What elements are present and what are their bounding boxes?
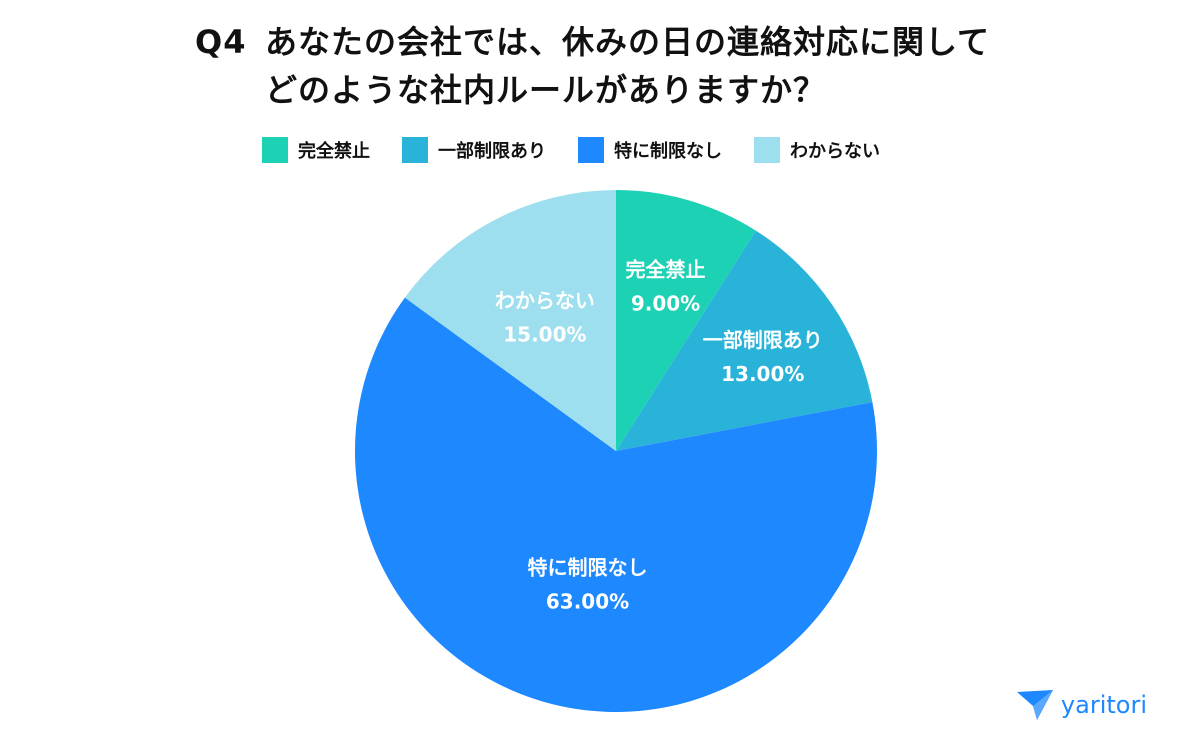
legend-item-wakaranai: わからない [754,137,880,163]
logo-text: yaritori [1060,691,1147,719]
legend-swatch [578,137,604,163]
chart-legend: 完全禁止 一部制限あり 特に制限なし わからない [262,137,912,163]
slice-value-label: 9.00% [631,292,700,316]
title-text-line-2: どのような社内ルールがありますか？ [265,71,827,109]
slice-value-label: 63.00% [546,589,629,613]
legend-swatch [402,137,428,163]
slice-category-label: 完全禁止 [626,258,706,282]
yaritori-logo-icon [1016,690,1053,720]
chart-title: Q4 あなたの会社では、休みの日の連絡対応に関して どのような社内ルールがあります… [195,18,990,114]
legend-item-ichibu-seigen: 一部制限あり [402,137,546,163]
legend-swatch [754,137,780,163]
yaritori-logo: yaritori [1015,688,1147,722]
title-text-line-1: あなたの会社では、休みの日の連絡対応に関して [265,23,991,61]
legend-label: 特に制限なし [614,141,722,162]
pie-slice-ichibu-seigen [616,230,873,451]
slice-value-label: 15.00% [503,322,586,346]
legend-item-tokuni-seigen-nashi: 特に制限なし [578,137,722,163]
slice-category-label: 一部制限あり [703,328,823,352]
question-number: Q4 [195,23,247,61]
slice-category-label: わからない [495,288,595,312]
legend-label: 完全禁止 [298,141,370,162]
pie-slice-kanzen-kinshi [616,190,756,451]
pie-slice-tokuni-seigen-nashi [355,297,877,712]
legend-item-kanzen-kinshi: 完全禁止 [262,137,370,163]
legend-swatch [262,137,288,163]
slice-value-label: 13.00% [721,362,804,386]
legend-label: わからない [790,141,880,162]
pie-slice-wakaranai [404,190,616,451]
title-line-1: Q4 あなたの会社では、休みの日の連絡対応に関して [195,18,990,66]
legend-label: 一部制限あり [438,141,546,162]
slice-category-label: 特に制限なし [528,555,648,579]
